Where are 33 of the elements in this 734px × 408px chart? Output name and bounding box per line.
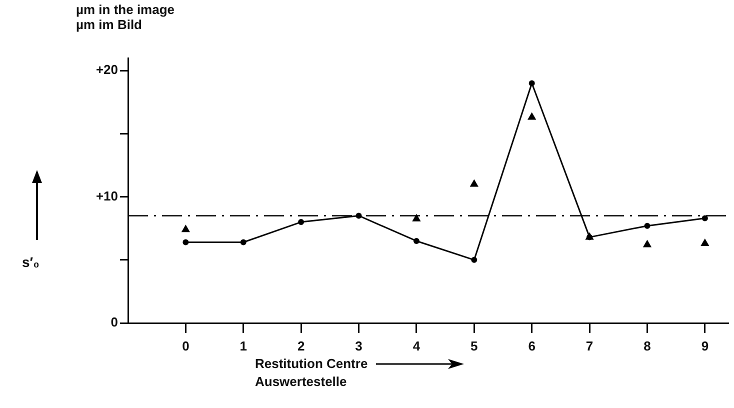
x-tick-label: 8 [644, 338, 651, 354]
x-tick-label: 3 [355, 338, 362, 354]
x-tick-label: 7 [586, 338, 594, 354]
point [644, 222, 650, 229]
point [181, 224, 190, 232]
chart-subtitle: µm im Bild [76, 17, 142, 32]
point [471, 256, 478, 263]
y-tick-label: 0 [110, 314, 118, 330]
point [356, 212, 362, 219]
point [298, 219, 304, 226]
x-tick-label: 4 [412, 338, 421, 354]
text: Auswertestelle [255, 374, 347, 389]
x-axis-title: Restitution Centre [255, 356, 368, 371]
point [240, 239, 246, 246]
point [700, 238, 710, 246]
x-tick-label: 5 [470, 338, 478, 354]
point [412, 214, 421, 222]
x-tick-label: 2 [297, 338, 305, 354]
point [413, 238, 420, 244]
chart-title: µm in the image [76, 2, 175, 17]
point [528, 112, 536, 120]
point [182, 239, 189, 246]
x-tick-label: 1 [240, 338, 247, 354]
x-tick-label: 9 [701, 338, 709, 354]
point [642, 240, 652, 248]
point [702, 215, 708, 222]
point [470, 179, 478, 187]
x-tick-label: 0 [182, 338, 190, 354]
y-tick-label: +10 [96, 188, 118, 204]
point [528, 80, 535, 86]
x-tick-label: 6 [528, 338, 536, 354]
y-tick-label: +20 [96, 62, 118, 78]
y-axis-title: s′₀ [22, 254, 40, 270]
